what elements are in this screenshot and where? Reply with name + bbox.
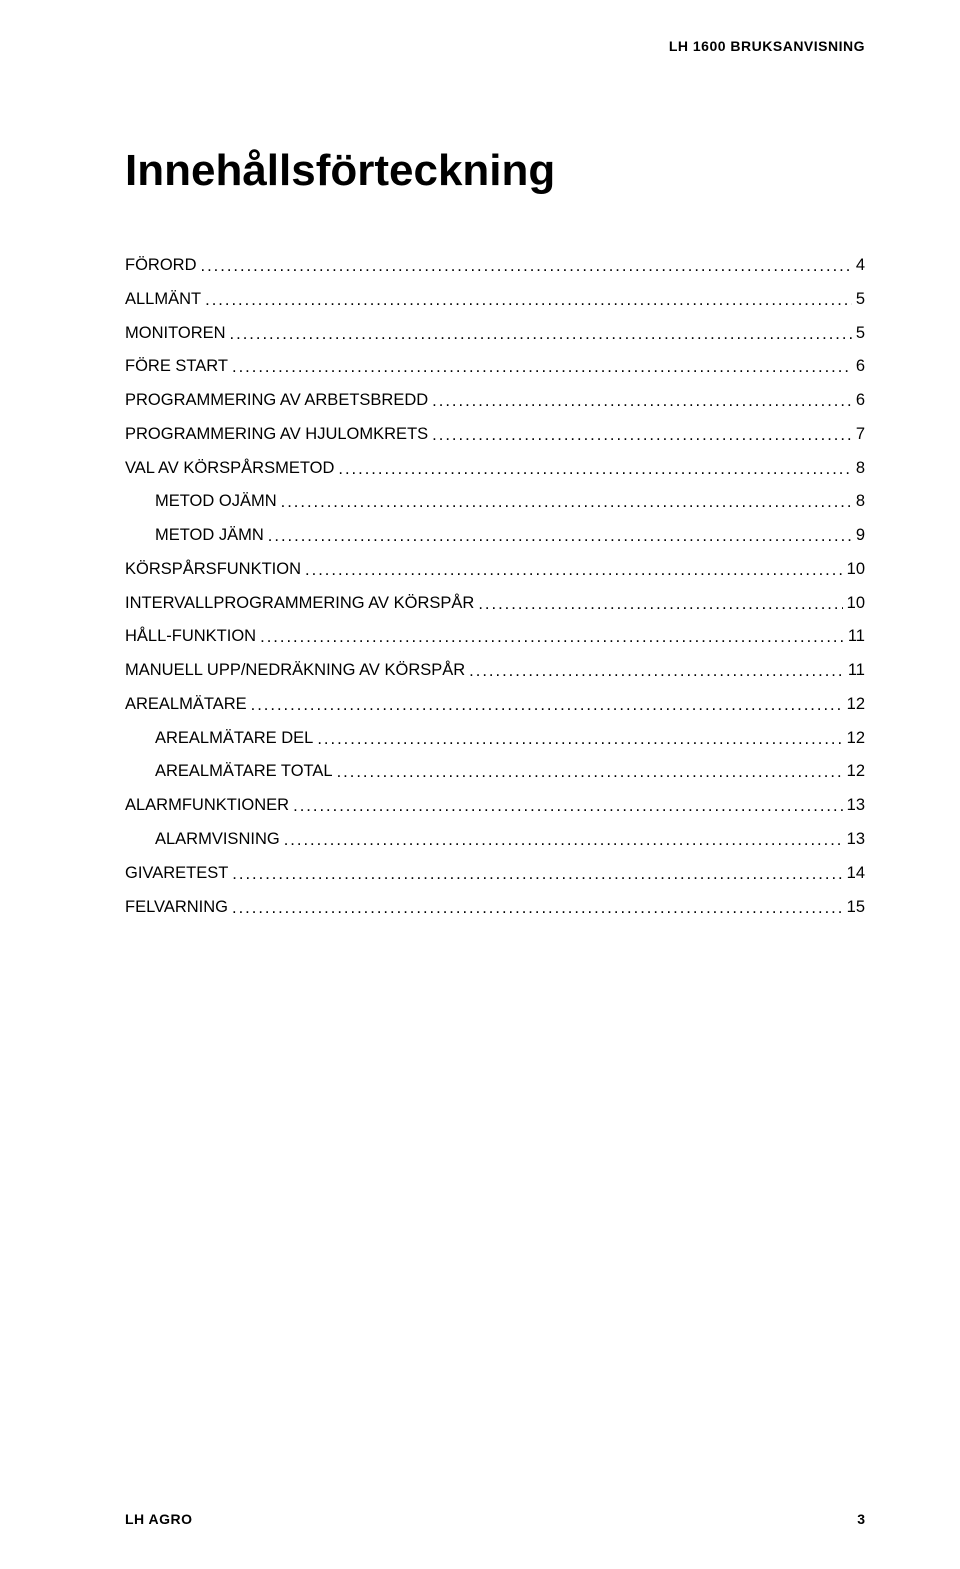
toc-entry[interactable]: AREALMÄTARE 12 bbox=[125, 693, 865, 715]
toc-leader bbox=[317, 728, 842, 750]
toc-leader bbox=[230, 323, 852, 345]
toc-entry[interactable]: FELVARNING 15 bbox=[125, 896, 865, 918]
toc-page-number: 13 bbox=[843, 794, 865, 816]
toc-page-number: 15 bbox=[843, 896, 865, 918]
footer-page-number: 3 bbox=[857, 1511, 865, 1527]
toc-label: ALARMFUNKTIONER bbox=[125, 794, 293, 816]
toc-page-number: 14 bbox=[843, 862, 865, 884]
toc-page-number: 12 bbox=[843, 727, 865, 749]
toc-label: AREALMÄTARE TOTAL bbox=[125, 760, 337, 782]
toc-leader bbox=[469, 660, 844, 682]
toc-page-number: 8 bbox=[852, 490, 865, 512]
toc-entry[interactable]: PROGRAMMERING AV HJULOMKRETS 7 bbox=[125, 423, 865, 445]
toc-entry[interactable]: AREALMÄTARE TOTAL 12 bbox=[125, 760, 865, 782]
toc-page-number: 8 bbox=[852, 457, 865, 479]
toc-leader bbox=[201, 255, 852, 277]
toc-label: FELVARNING bbox=[125, 896, 232, 918]
toc-entry[interactable]: PROGRAMMERING AV ARBETSBREDD 6 bbox=[125, 389, 865, 411]
toc-page-number: 13 bbox=[843, 828, 865, 850]
toc-label: PROGRAMMERING AV ARBETSBREDD bbox=[125, 389, 432, 411]
toc-page-number: 10 bbox=[843, 592, 865, 614]
toc-leader bbox=[432, 390, 852, 412]
toc-page-number: 6 bbox=[852, 389, 865, 411]
toc-label: HÅLL-FUNKTION bbox=[125, 625, 260, 647]
toc-label: FÖRORD bbox=[125, 254, 201, 276]
toc-leader bbox=[268, 525, 852, 547]
toc-entry[interactable]: KÖRSPÅRSFUNKTION 10 bbox=[125, 558, 865, 580]
toc-label: METOD OJÄMN bbox=[125, 490, 281, 512]
toc-label: AREALMÄTARE bbox=[125, 693, 251, 715]
toc-page-number: 5 bbox=[852, 288, 865, 310]
toc-page-number: 9 bbox=[852, 524, 865, 546]
toc-label: KÖRSPÅRSFUNKTION bbox=[125, 558, 305, 580]
toc-leader bbox=[205, 289, 852, 311]
toc-label: METOD JÄMN bbox=[125, 524, 268, 546]
toc-entry[interactable]: VAL AV KÖRSPÅRSMETOD 8 bbox=[125, 457, 865, 479]
toc-entry[interactable]: MANUELL UPP/NEDRÄKNING AV KÖRSPÅR 11 bbox=[125, 659, 865, 681]
toc-entry[interactable]: FÖRORD 4 bbox=[125, 254, 865, 276]
toc-leader bbox=[232, 897, 843, 919]
toc-leader bbox=[232, 356, 852, 378]
toc-page-number: 10 bbox=[843, 558, 865, 580]
toc-leader bbox=[478, 593, 842, 615]
toc-label: VAL AV KÖRSPÅRSMETOD bbox=[125, 457, 338, 479]
toc-leader bbox=[251, 694, 843, 716]
toc-page-number: 12 bbox=[843, 760, 865, 782]
toc-entry[interactable]: ALLMÄNT 5 bbox=[125, 288, 865, 310]
toc-entry[interactable]: MONITOREN 5 bbox=[125, 322, 865, 344]
toc-page-number: 4 bbox=[852, 254, 865, 276]
toc-label: MANUELL UPP/NEDRÄKNING AV KÖRSPÅR bbox=[125, 659, 469, 681]
toc-page-number: 5 bbox=[852, 322, 865, 344]
toc-label: MONITOREN bbox=[125, 322, 230, 344]
toc-leader bbox=[432, 424, 852, 446]
toc-entry[interactable]: FÖRE START 6 bbox=[125, 355, 865, 377]
toc-page-number: 11 bbox=[844, 659, 865, 681]
toc-label: ALLMÄNT bbox=[125, 288, 205, 310]
toc-entry[interactable]: INTERVALLPROGRAMMERING AV KÖRSPÅR 10 bbox=[125, 592, 865, 614]
toc-leader bbox=[281, 491, 852, 513]
header-text: LH 1600 BRUKSANVISNING bbox=[125, 38, 865, 54]
toc-label: ALARMVISNING bbox=[125, 828, 284, 850]
toc-leader bbox=[338, 458, 851, 480]
toc-leader bbox=[284, 829, 843, 851]
header-label: LH 1600 BRUKSANVISNING bbox=[669, 38, 865, 54]
toc-label: FÖRE START bbox=[125, 355, 232, 377]
toc-entry[interactable]: AREALMÄTARE DEL 12 bbox=[125, 727, 865, 749]
toc-page-number: 6 bbox=[852, 355, 865, 377]
table-of-contents: FÖRORD4ALLMÄNT5MONITOREN5FÖRE START6PROG… bbox=[125, 254, 865, 929]
toc-page-number: 12 bbox=[843, 693, 865, 715]
toc-entry[interactable]: GIVARETEST 14 bbox=[125, 862, 865, 884]
toc-label: INTERVALLPROGRAMMERING AV KÖRSPÅR bbox=[125, 592, 478, 614]
page-title: Innehållsförteckning bbox=[125, 146, 865, 196]
toc-label: AREALMÄTARE DEL bbox=[125, 727, 317, 749]
toc-page-number: 11 bbox=[844, 625, 865, 647]
toc-entry[interactable]: METOD OJÄMN 8 bbox=[125, 490, 865, 512]
toc-entry[interactable]: METOD JÄMN 9 bbox=[125, 524, 865, 546]
toc-label: PROGRAMMERING AV HJULOMKRETS bbox=[125, 423, 432, 445]
toc-page-number: 7 bbox=[852, 423, 865, 445]
footer-left: LH AGRO bbox=[125, 1511, 193, 1527]
toc-leader bbox=[337, 761, 843, 783]
footer: LH AGRO 3 bbox=[125, 1511, 865, 1527]
toc-leader bbox=[260, 626, 844, 648]
document-page: LH 1600 BRUKSANVISNING Innehållsförteckn… bbox=[0, 0, 960, 1569]
toc-leader bbox=[293, 795, 843, 817]
toc-leader bbox=[305, 559, 843, 581]
toc-entry[interactable]: ALARMFUNKTIONER 13 bbox=[125, 794, 865, 816]
toc-entry[interactable]: HÅLL-FUNKTION 11 bbox=[125, 625, 865, 647]
toc-entry[interactable]: ALARMVISNING 13 bbox=[125, 828, 865, 850]
toc-label: GIVARETEST bbox=[125, 862, 232, 884]
toc-leader bbox=[232, 863, 842, 885]
